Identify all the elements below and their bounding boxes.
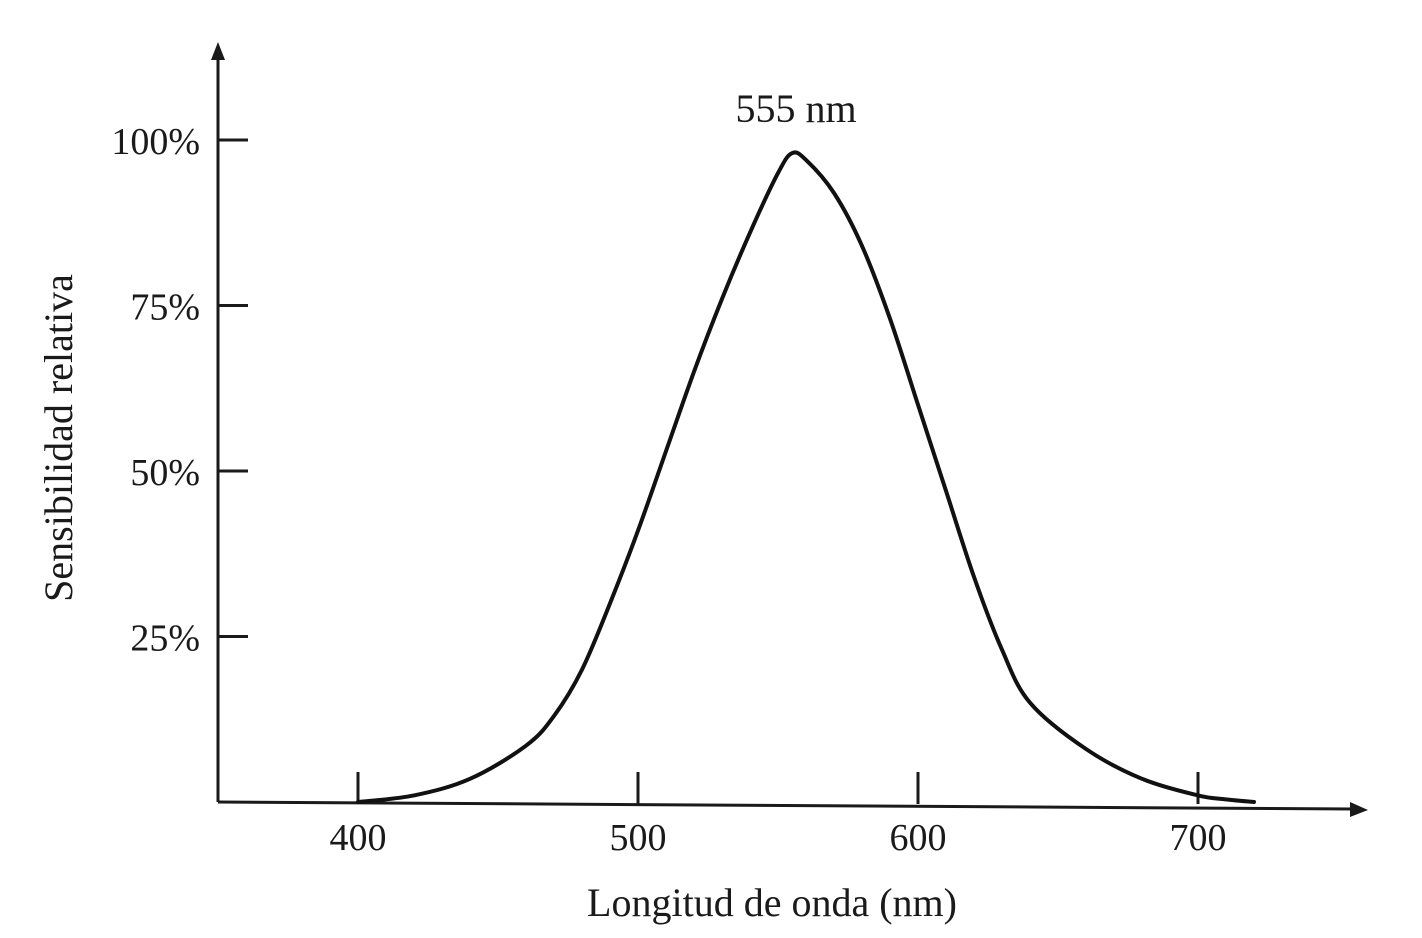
- y-tick-label: 50%: [130, 452, 200, 494]
- peak-annotation: 555 nm: [735, 86, 856, 131]
- x-tick-label: 700: [1170, 817, 1227, 859]
- x-tick-label: 500: [610, 817, 667, 859]
- x-tick-label: 400: [330, 817, 387, 859]
- sensitivity-curve: [356, 150, 1256, 804]
- y-tick-label: 100%: [111, 121, 200, 163]
- y-axis-title: Sensibilidad relativa: [36, 274, 81, 602]
- y-tick-label: 25%: [130, 618, 200, 660]
- y-tick-label: 75%: [130, 287, 200, 329]
- x-axis-line: [217, 800, 1355, 811]
- axes: [211, 42, 1368, 817]
- x-axis-arrow-icon: [1350, 802, 1368, 817]
- x-ticks: 400 500 600 700: [330, 772, 1227, 859]
- y-ticks: 25% 50% 75% 100%: [111, 121, 248, 660]
- y-axis-arrow-icon: [211, 42, 225, 60]
- x-axis-title: Longitud de onda (nm): [587, 880, 957, 925]
- x-tick-label: 600: [890, 817, 947, 859]
